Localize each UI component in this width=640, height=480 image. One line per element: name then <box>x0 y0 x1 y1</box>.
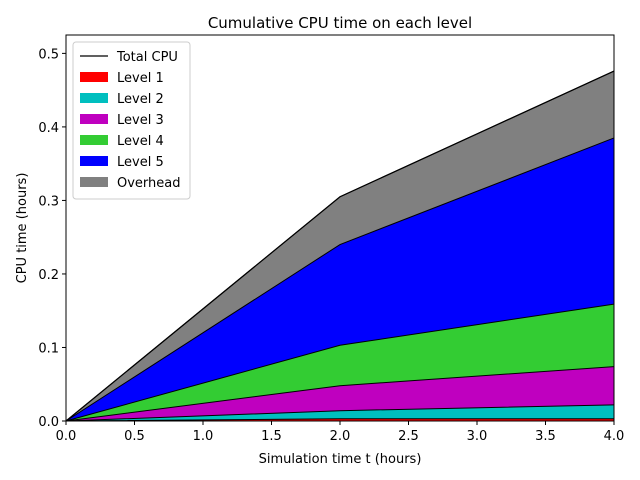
legend-item-level-2-swatch <box>80 93 108 103</box>
chart-title: Cumulative CPU time on each level <box>208 14 472 32</box>
legend-item-level-3-swatch <box>80 114 108 124</box>
legend-item-level-4-swatch <box>80 135 108 145</box>
boundary-line-level-2 <box>65 404 615 422</box>
x-tick-label: 1.0 <box>193 429 214 444</box>
legend-item-level-2-label: Level 2 <box>117 92 164 107</box>
total-cpu-line <box>65 70 615 422</box>
boundary-line-level-1 <box>65 418 614 422</box>
area-level-2 <box>66 404 614 421</box>
area-level-5 <box>66 137 614 421</box>
y-tick-label: 0.3 <box>38 194 59 209</box>
legend-item-total-cpu-label: Total CPU <box>116 50 178 65</box>
legend[interactable]: Total CPU Level 1 Level 2 Level 3 Level 4 Lev… <box>72 41 191 200</box>
legend-item-level-3[interactable]: Level 3 <box>80 113 164 128</box>
y-axis-label: CPU time (hours) <box>15 173 30 284</box>
legend-item-overhead[interactable]: Overhead <box>80 176 181 191</box>
area-overhead <box>66 71 614 421</box>
legend-item-level-3-label: Level 3 <box>117 113 164 128</box>
boundary-lines <box>65 70 615 422</box>
legend-item-level-1[interactable]: Level 1 <box>80 71 164 86</box>
x-tick-label: 0.0 <box>56 429 77 444</box>
legend-item-level-1-label: Level 1 <box>117 71 164 86</box>
y-axis-ticks: 0.0 0.1 0.2 0.3 0.4 0.5 <box>38 47 66 430</box>
x-tick-label: 1.5 <box>261 429 282 444</box>
x-tick-label: 0.5 <box>124 429 145 444</box>
x-tick-label: 3.5 <box>535 429 556 444</box>
x-tick-label: 2.0 <box>330 429 351 444</box>
legend-item-overhead-swatch <box>80 177 108 187</box>
legend-item-overhead-label: Overhead <box>117 176 181 191</box>
x-tick-label: 4.0 <box>604 429 625 444</box>
y-tick-label: 0.1 <box>38 341 59 356</box>
x-tick-label: 3.0 <box>467 429 488 444</box>
x-tick-label: 2.5 <box>398 429 419 444</box>
legend-item-level-5[interactable]: Level 5 <box>80 155 164 170</box>
legend-item-level-1-swatch <box>80 72 108 82</box>
x-axis-ticks: 0.0 0.5 1.0 1.5 2.0 2.5 3.0 3.5 4.0 <box>56 421 625 444</box>
area-level-1 <box>66 418 614 421</box>
legend-item-level-4[interactable]: Level 4 <box>80 134 164 149</box>
legend-item-level-2[interactable]: Level 2 <box>80 92 164 107</box>
boundary-line-level-4 <box>65 303 615 422</box>
legend-item-level-5-swatch <box>80 156 108 166</box>
y-tick-label: 0.4 <box>38 121 59 136</box>
legend-item-level-4-label: Level 4 <box>117 134 164 149</box>
area-level-4 <box>66 304 614 421</box>
boundary-line-level-5 <box>65 137 615 422</box>
y-tick-label: 0.5 <box>38 47 59 62</box>
y-tick-label: 0.2 <box>38 268 59 283</box>
x-axis-label: Simulation time t (hours) <box>259 452 422 467</box>
y-tick-label: 0.0 <box>38 415 59 430</box>
legend-item-total-cpu[interactable]: Total CPU <box>80 50 178 65</box>
boundary-line-level-3 <box>65 366 615 422</box>
stacked-areas <box>66 71 614 421</box>
legend-item-level-5-label: Level 5 <box>117 155 164 170</box>
